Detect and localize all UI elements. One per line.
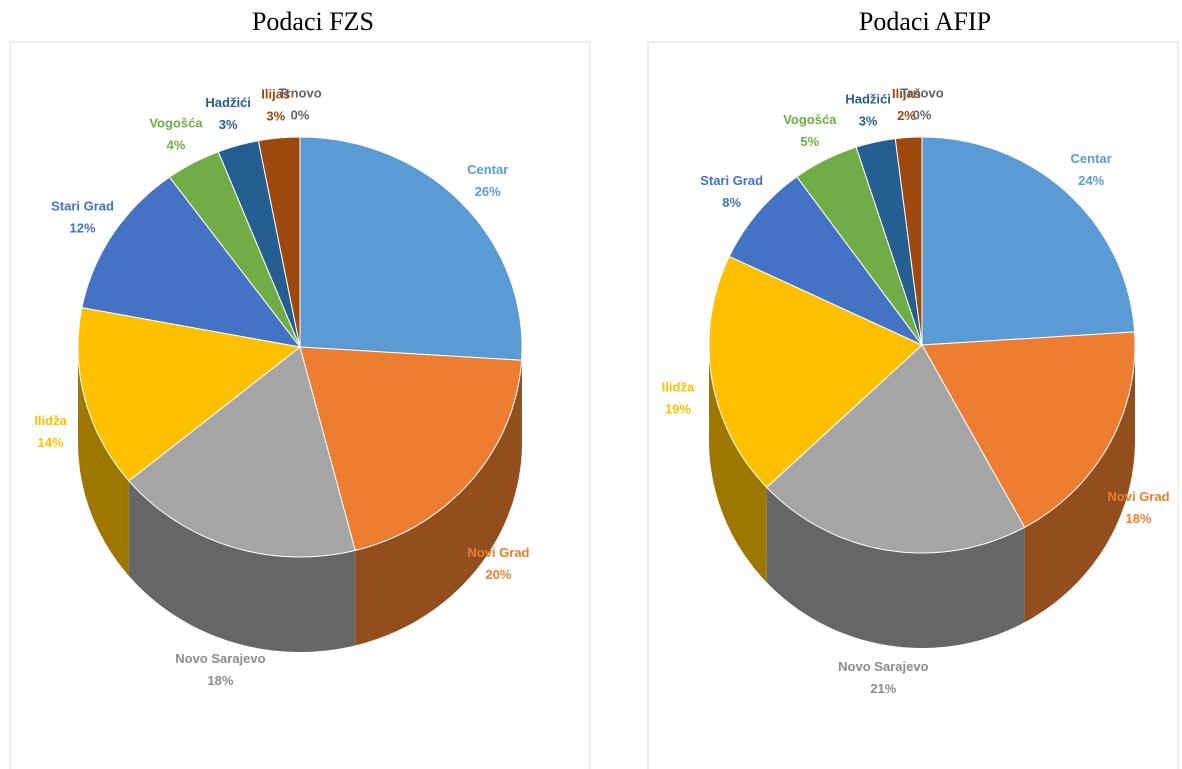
slice (921, 331, 1136, 528)
data-label-name: Trnovo (900, 86, 943, 101)
data-label-value: 0% (291, 107, 310, 122)
data-label-name: Vogošća (149, 116, 203, 131)
slice-side (78, 347, 129, 576)
data-label-name: Vogošća (783, 112, 837, 127)
slice (257, 136, 301, 348)
slice-side (709, 345, 767, 583)
slice (77, 307, 302, 482)
data-label-value: 20% (485, 567, 511, 582)
data-label-value: 4% (167, 138, 186, 153)
data-label-value: 2% (897, 108, 916, 123)
data-label-name: Ilidža (34, 413, 67, 428)
data-label-name: Novo Sarajevo (838, 659, 928, 674)
data-label-name: Novi Grad (467, 545, 529, 560)
data-label-name: Novi Grad (1107, 489, 1169, 504)
data-label-value: 3% (266, 108, 285, 123)
panel-frame (647, 41, 1179, 769)
data-label-name: Centar (467, 162, 508, 177)
slice (128, 346, 356, 558)
slice (299, 346, 523, 552)
data-label-name: Ilijaš (261, 86, 290, 101)
data-label-name: Hadžići (205, 95, 251, 110)
data-label-value: 21% (870, 681, 896, 696)
slice (921, 136, 1136, 346)
slice-side (766, 487, 1025, 648)
slice-side (1024, 345, 1135, 623)
data-label-value: 5% (800, 134, 819, 149)
data-label-value: 3% (859, 114, 878, 129)
slice (168, 151, 301, 348)
slice (217, 140, 301, 348)
data-label-value: 18% (1126, 511, 1152, 526)
data-label-name: Trnovo (278, 85, 321, 100)
data-label-value: 3% (219, 117, 238, 132)
data-label-name: Novo Sarajevo (175, 651, 265, 666)
slice-side (355, 360, 522, 646)
data-label-value: 26% (475, 184, 501, 199)
panel-frame (9, 41, 591, 769)
data-label-name: Centar (1071, 151, 1112, 166)
data-label-value: 12% (70, 220, 96, 235)
data-label-name: Hadžići (845, 92, 891, 107)
data-label-value: 0% (913, 108, 932, 123)
data-label-name: Stari Grad (700, 173, 763, 188)
slice (299, 136, 523, 361)
data-label-name: Ilidža (662, 380, 695, 395)
slice (796, 146, 923, 346)
slice (894, 136, 923, 346)
slice (855, 138, 923, 346)
data-label-value: 14% (38, 435, 64, 450)
slice-side (128, 480, 356, 652)
slice (728, 176, 923, 346)
slice (708, 255, 923, 489)
slice (765, 344, 1026, 554)
chart-title: Podaci FZS (252, 7, 374, 36)
data-label-value: 24% (1078, 173, 1104, 188)
data-label-name: Ilijaš (892, 86, 921, 101)
data-label-value: 8% (722, 195, 741, 210)
data-label-value: 19% (665, 402, 691, 417)
data-label-name: Stari Grad (51, 198, 114, 213)
slice (81, 176, 302, 348)
data-label-value: 18% (207, 673, 233, 688)
chart-title: Podaci AFIP (859, 7, 991, 36)
